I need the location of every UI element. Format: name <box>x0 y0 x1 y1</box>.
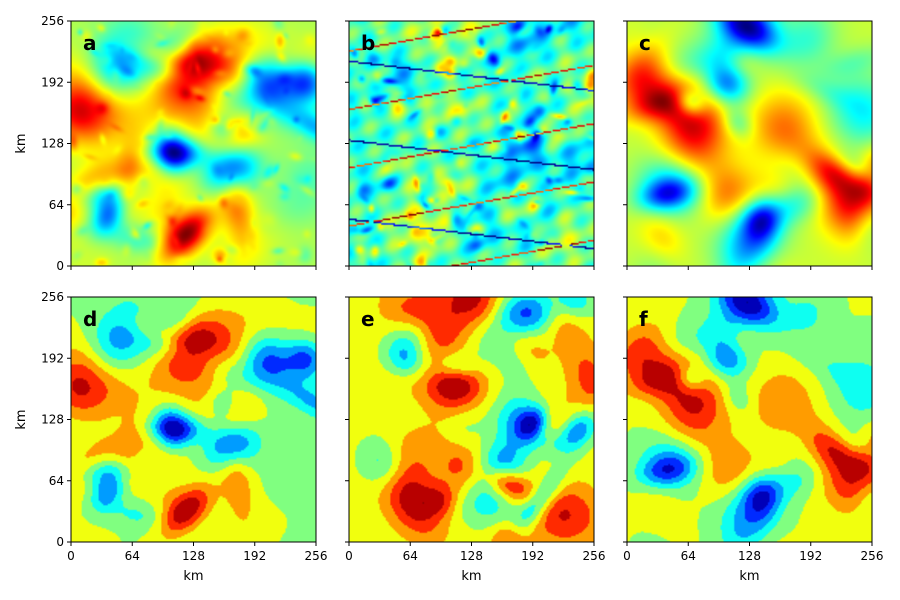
x-tick-label: 192 <box>521 549 544 563</box>
x-tick-label: 64 <box>125 549 140 563</box>
heatmap-d <box>71 297 316 542</box>
panel-letter: f <box>639 307 648 331</box>
x-tick-label: 64 <box>403 549 418 563</box>
y-tick-label: 128 <box>41 413 64 427</box>
panel-letter: c <box>639 31 651 55</box>
heatmap-e <box>349 297 594 542</box>
y-tick-label: 192 <box>41 75 64 89</box>
x-tick-label: 256 <box>583 549 606 563</box>
x-axis-label: km <box>461 569 481 584</box>
x-axis-label: km <box>183 569 203 584</box>
y-axis-label: km <box>14 133 29 153</box>
x-tick-label: 0 <box>345 549 353 563</box>
panel-d: d 0 64 128 192 256 0 64 128 192 256 km km <box>14 290 327 584</box>
y-tick-label: 128 <box>41 137 64 151</box>
x-tick-label: 256 <box>305 549 328 563</box>
x-tick-label: 128 <box>460 549 483 563</box>
panel-b: b <box>345 20 595 270</box>
x-tick-label: 128 <box>182 549 205 563</box>
y-tick-label: 0 <box>56 259 64 273</box>
heatmap-c <box>627 21 872 266</box>
y-tick-label: 256 <box>41 290 64 304</box>
x-tick-label: 128 <box>738 549 761 563</box>
y-tick-label: 192 <box>41 351 64 365</box>
panel-e: e 0 64 128 192 256 km <box>345 296 606 584</box>
x-tick-label: 192 <box>799 549 822 563</box>
x-tick-label: 64 <box>681 549 696 563</box>
panel-c: c <box>623 20 873 270</box>
y-tick-label: 0 <box>56 535 64 549</box>
panel-f: f 0 64 128 192 256 km <box>623 296 884 584</box>
panel-letter: b <box>361 31 375 55</box>
panel-letter: a <box>83 31 97 55</box>
panel-letter: e <box>361 307 375 331</box>
panel-a: a 0 64 128 192 256 km <box>14 14 317 273</box>
panel-letter: d <box>83 307 97 331</box>
x-tick-label: 192 <box>243 549 266 563</box>
x-tick-label: 256 <box>861 549 884 563</box>
x-tick-label: 0 <box>67 549 75 563</box>
y-tick-label: 256 <box>41 14 64 28</box>
x-axis-label: km <box>739 569 759 584</box>
x-tick-label: 0 <box>623 549 631 563</box>
y-tick-label: 64 <box>49 474 64 488</box>
y-tick-label: 64 <box>49 198 64 212</box>
y-axis-label: km <box>14 409 29 429</box>
heatmap-f <box>627 297 872 542</box>
heatmap-a <box>71 21 316 266</box>
heatmap-b <box>349 21 594 266</box>
